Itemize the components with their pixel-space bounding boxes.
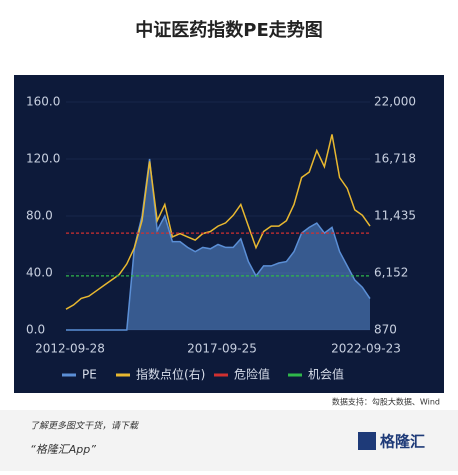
logo: 格隆汇 (380, 433, 425, 451)
y-tick-label: 120.0 (26, 152, 60, 166)
footer-app: “格隆汇App” (30, 443, 96, 456)
plot: 0.0 40.0 80.0 120.0 160.0 870 6,152 11,435 16,71… (26, 95, 416, 382)
legend-label: 指数点位(右) (136, 367, 205, 382)
x-tick-label: 2022-09-23 (331, 342, 401, 356)
x-tick-label: 2017-09-25 (187, 342, 257, 356)
legend-label: 机会值 (308, 367, 344, 382)
chart-title: 中证医药指数PE走势图 (135, 19, 323, 41)
y2-tick-label: 870 (374, 323, 397, 337)
y2-tick-label: 11,435 (374, 209, 416, 223)
chart-panel (14, 75, 444, 393)
legend-label: PE (82, 368, 97, 382)
footer-text: 了解更多图文干货，请下载 (30, 421, 139, 432)
y-tick-label: 0.0 (26, 323, 45, 337)
footer-bg (0, 410, 458, 471)
y2-tick-label: 22,000 (374, 95, 416, 109)
y-tick-label: 160.0 (26, 95, 60, 109)
source: 数据支持：勾股大数据、Wind (332, 397, 440, 407)
series-line (66, 158, 371, 331)
y2-tick-label: 6,152 (374, 266, 408, 280)
y-tick-label: 80.0 (26, 209, 53, 223)
x-tick-label: 2012-09-28 (35, 342, 105, 356)
legend-label: 危险值 (234, 367, 270, 382)
y-tick-label: 40.0 (26, 266, 53, 280)
y2-tick-label: 16,718 (374, 151, 416, 165)
logo-icon (358, 432, 376, 450)
